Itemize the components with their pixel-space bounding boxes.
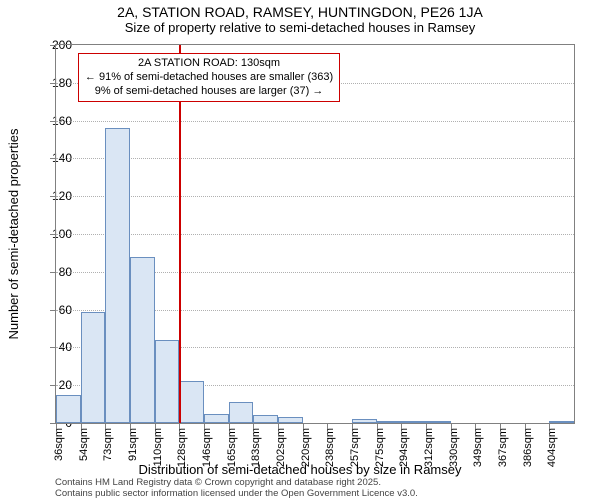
bar xyxy=(278,417,303,423)
bar xyxy=(401,421,426,423)
bar xyxy=(229,402,254,423)
bar xyxy=(352,419,377,423)
chart-container: 2A, STATION ROAD, RAMSEY, HUNTINGDON, PE… xyxy=(0,0,600,500)
gridline xyxy=(56,158,574,159)
x-tick-label: 91sqm xyxy=(127,428,139,461)
chart-subtitle: Size of property relative to semi-detach… xyxy=(0,20,600,35)
bar xyxy=(81,312,106,424)
bar xyxy=(130,257,155,423)
x-tick-label: 110sqm xyxy=(152,428,164,466)
bar xyxy=(155,340,180,423)
gridline xyxy=(56,234,574,235)
bar xyxy=(204,414,229,423)
plot-area: 2A STATION ROAD: 130sqm← 91% of semi-det… xyxy=(55,44,575,424)
gridline xyxy=(56,121,574,122)
x-tick-label: 73sqm xyxy=(102,428,114,461)
bar xyxy=(426,421,451,423)
annotation-line: 9% of semi-detached houses are larger (3… xyxy=(85,85,333,99)
annotation-box: 2A STATION ROAD: 130sqm← 91% of semi-det… xyxy=(78,53,340,102)
bar xyxy=(549,421,574,423)
bar xyxy=(253,415,278,423)
x-tick-label: 36sqm xyxy=(53,428,65,461)
bar xyxy=(56,395,81,423)
bar xyxy=(377,421,402,423)
footer-line-2: Contains public sector information licen… xyxy=(55,489,418,500)
x-axis-label: Distribution of semi-detached houses by … xyxy=(0,462,600,477)
annotation-line: ← 91% of semi-detached houses are smalle… xyxy=(85,71,333,85)
y-axis-label: Number of semi-detached properties xyxy=(6,129,21,340)
annotation-line: 2A STATION ROAD: 130sqm xyxy=(85,57,333,71)
footer-attribution: Contains HM Land Registry data © Crown c… xyxy=(55,478,418,500)
bar xyxy=(179,381,204,423)
x-tick-label: 54sqm xyxy=(78,428,90,461)
bar xyxy=(105,128,130,423)
gridline xyxy=(56,196,574,197)
chart-title: 2A, STATION ROAD, RAMSEY, HUNTINGDON, PE… xyxy=(0,4,600,21)
